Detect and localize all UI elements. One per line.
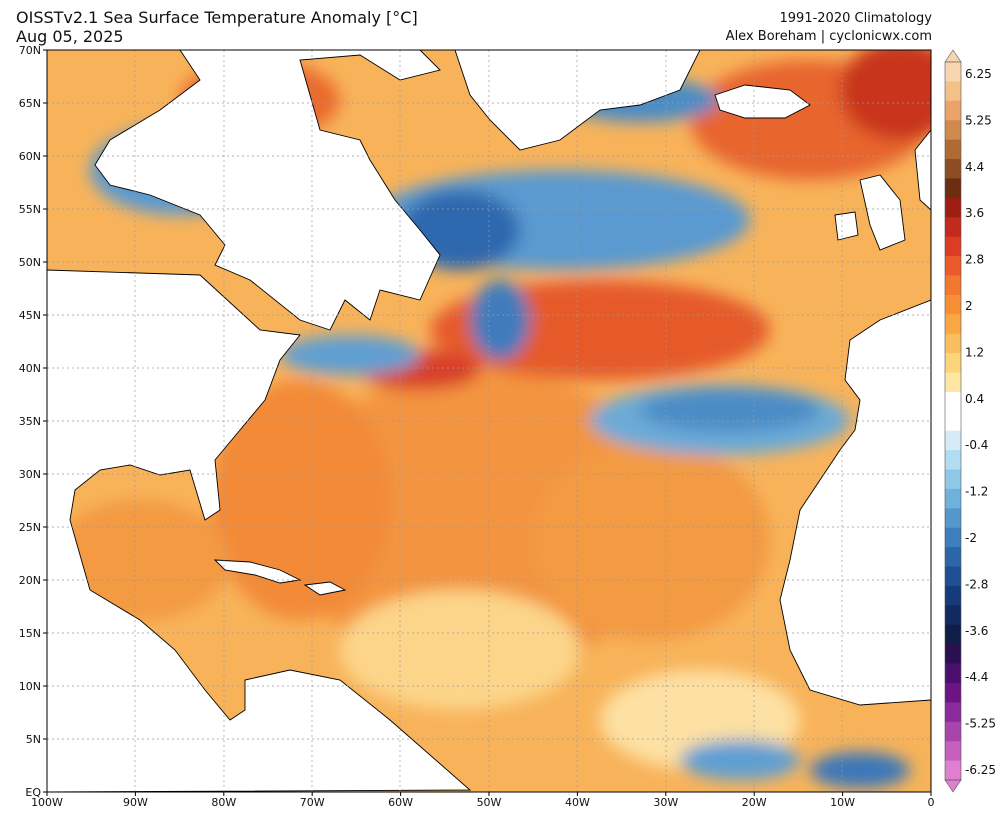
lat-label: 5N	[26, 733, 41, 746]
colorbar-segment	[945, 333, 961, 354]
lat-label: 40N	[19, 362, 41, 375]
lon-label: 90W	[123, 796, 148, 809]
colorbar-segment	[945, 682, 961, 703]
colorbar-segment	[945, 527, 961, 548]
colorbar: 6.25 5.25 4.4 3.6 2.8 2 1.2 0.4 -0.4 -1.2 -2 -2.8 -3…	[944, 49, 996, 793]
colorbar-segment	[945, 353, 961, 373]
colorbar-label: -2	[965, 531, 977, 545]
climatology-label: 1991-2020 Climatology	[779, 11, 932, 26]
colorbar-segment	[945, 178, 961, 199]
lon-label: 60W	[388, 796, 413, 809]
map-plot-area	[47, 50, 931, 792]
colorbar-segment	[945, 120, 961, 141]
map-date: Aug 05, 2025	[16, 27, 124, 46]
colorbar-segment	[945, 314, 961, 335]
colorbar-label: -1.2	[965, 485, 988, 499]
author-credit: Alex Boreham | cyclonicwx.com	[725, 29, 932, 44]
lat-label: 15N	[19, 627, 41, 640]
colorbar-label: 4.4	[965, 160, 984, 174]
lat-label: 25N	[19, 521, 41, 534]
colorbar-label: -3.6	[965, 624, 988, 638]
lat-label: 70N	[19, 44, 41, 57]
lat-label: 65N	[19, 97, 41, 110]
lon-label: 100W	[31, 796, 63, 809]
colorbar-segment	[945, 741, 961, 761]
colorbar-segment	[945, 159, 961, 179]
colorbar-segment	[945, 566, 961, 587]
colorbar-segment	[945, 547, 961, 567]
colorbar-segment	[945, 663, 961, 684]
lat-label: 55N	[19, 203, 41, 216]
colorbar-segment	[945, 624, 961, 645]
colorbar-segment	[945, 585, 961, 606]
colorbar-segment	[945, 469, 961, 490]
lon-label: 80W	[211, 796, 236, 809]
colorbar-segment	[945, 256, 961, 276]
colorbar-segment	[945, 81, 961, 102]
colorbar-outline	[944, 61, 962, 781]
lat-label: 10N	[19, 680, 41, 693]
colorbar-label: 5.25	[965, 113, 992, 127]
colorbar-segment	[945, 760, 961, 781]
colorbar-segment	[945, 294, 961, 315]
colorbar-label: 2	[965, 299, 973, 313]
colorbar-top-arrow	[944, 49, 962, 63]
colorbar-segment	[945, 644, 961, 664]
colorbar-label: -6.25	[965, 763, 996, 777]
colorbar-segment	[945, 508, 961, 529]
colorbar-segment	[945, 605, 961, 626]
land-masses	[47, 50, 931, 792]
lon-label: 10W	[830, 796, 855, 809]
colorbar-segment	[945, 197, 961, 218]
lat-label: 35N	[19, 415, 41, 428]
colorbar-label: 2.8	[965, 253, 984, 267]
lon-label: 40W	[565, 796, 590, 809]
colorbar-label: -0.4	[965, 438, 988, 452]
colorbar-segment	[945, 391, 961, 412]
lat-label: 50N	[19, 256, 41, 269]
latitude-labels: 70N 65N 60N 55N 50N 45N 40N 35N 30N 25N 20N 15N 10N 5…	[19, 44, 47, 799]
colorbar-segment	[945, 62, 961, 82]
colorbar-label: 1.2	[965, 345, 984, 359]
lon-label: 70W	[300, 796, 325, 809]
colorbar-label: 0.4	[965, 392, 984, 406]
lon-label: 30W	[653, 796, 678, 809]
colorbar-segment	[945, 721, 961, 742]
colorbar-segment	[945, 411, 961, 432]
lat-label: 20N	[19, 574, 41, 587]
graticule	[47, 50, 931, 792]
colorbar-segment	[945, 100, 961, 121]
lat-label: EQ	[25, 786, 41, 799]
colorbar-segment	[945, 430, 961, 451]
colorbar-segment	[945, 488, 961, 509]
colorbar-segment	[945, 217, 961, 238]
colorbar-label: -4.4	[965, 670, 988, 684]
colorbar-label: -5.25	[965, 717, 996, 731]
colorbar-segment	[945, 236, 961, 257]
colorbar-segment	[945, 275, 961, 296]
colorbar-label: 6.25	[965, 67, 992, 81]
lon-label: 20W	[742, 796, 767, 809]
colorbar-segment	[945, 372, 961, 393]
lon-label: 0	[928, 796, 935, 809]
lon-label: 50W	[477, 796, 502, 809]
map-title: OISSTv2.1 Sea Surface Temperature Anomal…	[16, 8, 418, 27]
colorbar-bottom-arrow	[944, 779, 962, 793]
longitude-labels: 100W 90W 80W 70W 60W 50W 40W 30W 20W 10W 0	[31, 792, 935, 809]
colorbar-segment	[945, 702, 961, 723]
lat-label: 30N	[19, 468, 41, 481]
colorbar-label: 3.6	[965, 206, 984, 220]
colorbar-segment	[945, 450, 961, 470]
lat-label: 45N	[19, 309, 41, 322]
colorbar-label: -2.8	[965, 577, 988, 591]
lat-label: 60N	[19, 150, 41, 163]
colorbar-segment	[945, 139, 961, 160]
